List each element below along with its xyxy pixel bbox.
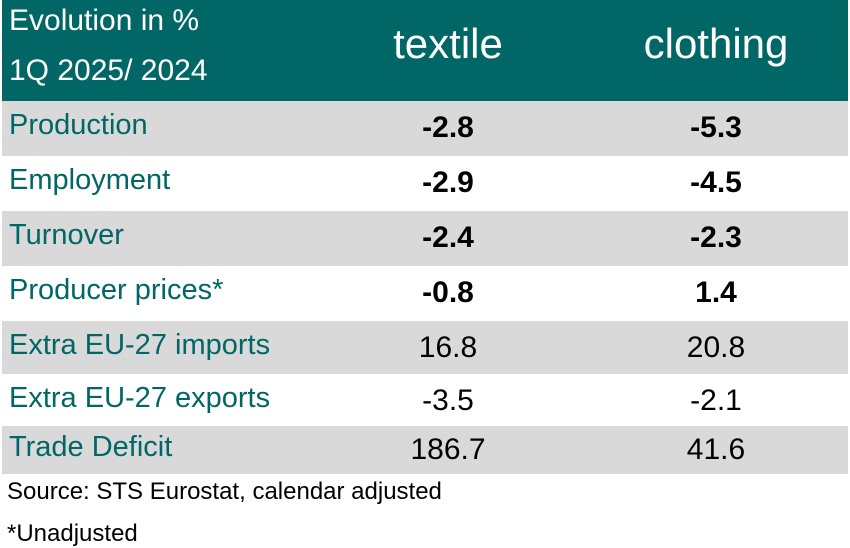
table-header: Evolution in % 1Q 2025/ 2024 textile clo… <box>2 0 848 101</box>
row-label: Employment <box>9 164 171 196</box>
unadjusted-note: *Unadjusted <box>7 520 138 547</box>
row-label: Trade Deficit <box>9 431 173 463</box>
clothing-value: -5.3 <box>690 111 742 144</box>
column-header-clothing: clothing <box>643 20 789 67</box>
header-title-line2: 1Q 2025/ 2024 <box>9 54 208 87</box>
clothing-value: 1.4 <box>695 276 737 309</box>
row-label: Extra EU-27 imports <box>9 329 271 361</box>
row-label: Production <box>9 109 148 141</box>
table-row: Extra EU-27 exports -3.5 -2.1 <box>2 374 848 426</box>
table-row: Turnover -2.4 -2.3 <box>2 211 848 266</box>
textile-value: 16.8 <box>418 331 478 364</box>
clothing-value: 41.6 <box>686 433 746 466</box>
table-row: Extra EU-27 imports 16.8 20.8 <box>2 321 848 374</box>
table-row: Production -2.8 -5.3 <box>2 101 848 156</box>
statistics-table: Evolution in % 1Q 2025/ 2024 textile clo… <box>2 0 848 474</box>
clothing-value: 20.8 <box>686 331 746 364</box>
clothing-value: -4.5 <box>690 166 742 199</box>
textile-value: -2.9 <box>422 166 474 199</box>
row-label: Turnover <box>9 219 124 251</box>
header-title-line1: Evolution in % <box>9 4 200 37</box>
table-row: Employment -2.9 -4.5 <box>2 156 848 211</box>
textile-value: -2.4 <box>422 221 474 254</box>
clothing-value: -2.1 <box>690 384 742 417</box>
row-label: Extra EU-27 exports <box>9 382 271 414</box>
table-row: Trade Deficit 186.7 41.6 <box>2 426 848 474</box>
clothing-value: -2.3 <box>690 221 742 254</box>
table-row: Producer prices* -0.8 1.4 <box>2 266 848 321</box>
textile-value: -2.8 <box>422 111 474 144</box>
source-note: Source: STS Eurostat, calendar adjusted <box>7 478 442 505</box>
textile-value: 186.7 <box>410 433 486 466</box>
row-label: Producer prices* <box>9 274 224 306</box>
textile-value: -0.8 <box>422 276 474 309</box>
column-header-textile: textile <box>393 20 503 67</box>
textile-value: -3.5 <box>422 384 474 417</box>
